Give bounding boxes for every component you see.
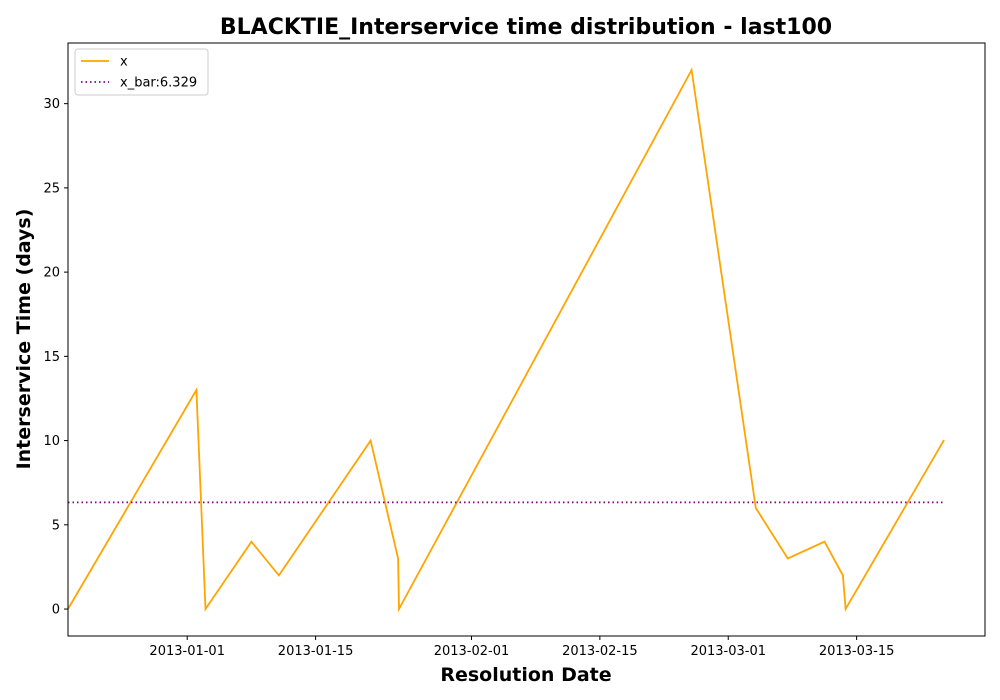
chart-title: BLACKTIE_Interservice time distribution …: [220, 15, 832, 40]
plot-area: 0 5 10 15 20 25 30 2013-01-01 2013-01-15 2013-02-…: [43, 42, 986, 659]
y-tick-label: 15: [43, 350, 60, 365]
data-point: [754, 507, 757, 509]
x-tick-label: 2013-01-01: [149, 644, 225, 659]
data-point: [786, 557, 789, 560]
data-point: [204, 608, 207, 610]
y-tick-label: 30: [43, 97, 60, 112]
data-point: [690, 69, 693, 71]
data-point: [195, 389, 198, 391]
y-tick-label: 0: [52, 603, 60, 618]
data-point: [369, 439, 372, 442]
y-axis-label: Interservice Time (days): [13, 209, 35, 470]
x-tick-label: 2013-03-01: [690, 644, 766, 659]
data-point: [278, 574, 280, 577]
x-tick-label: 2013-03-15: [819, 644, 895, 659]
data-point: [250, 540, 253, 543]
x-tick-label: 2013-02-01: [434, 644, 510, 659]
data-point: [397, 557, 399, 560]
data-point: [844, 608, 847, 610]
data-point: [942, 439, 945, 442]
y-tick-label: 20: [43, 266, 60, 281]
x-tick-label: 2013-02-15: [562, 644, 638, 659]
x-axis-label: Resolution Date: [440, 664, 611, 686]
y-tick-label: 25: [43, 181, 60, 196]
data-point: [823, 540, 826, 543]
legend-label: x: [120, 55, 128, 70]
legend: x x_bar:6.329: [74, 48, 209, 96]
data-point: [398, 608, 400, 610]
axes-frame: [67, 42, 986, 637]
data-point: [842, 574, 844, 577]
x-tick-label: 2013-01-15: [278, 644, 354, 659]
y-tick-label: 5: [52, 518, 60, 533]
y-tick-label: 10: [43, 434, 60, 449]
legend-label: x_bar:6.329: [120, 76, 197, 91]
